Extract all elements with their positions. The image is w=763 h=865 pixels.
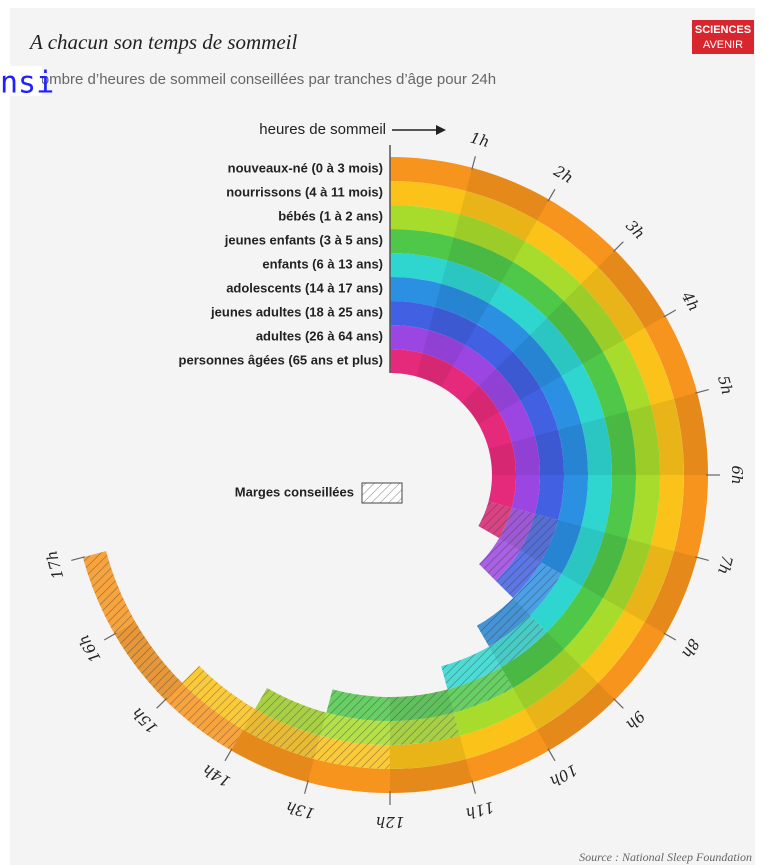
hour-shade <box>459 191 537 242</box>
hour-shade <box>582 532 628 598</box>
hour-shade <box>428 306 477 346</box>
plot: nouveaux-né (0 à 3 mois) nourrissons (4 à… <box>42 129 746 831</box>
tick-mark <box>471 780 476 794</box>
margin-hatch <box>441 615 547 690</box>
hour-shade <box>627 405 660 475</box>
hour-shade <box>441 260 501 304</box>
hour-shade <box>511 436 540 475</box>
hour-shade <box>597 250 666 328</box>
margin-hatch <box>182 665 390 769</box>
tick-mark <box>695 389 709 394</box>
margin-hatch <box>326 667 513 721</box>
hour-shade <box>422 330 465 366</box>
hour-shade <box>513 334 562 388</box>
margin-hatch <box>82 551 243 751</box>
logo-line: SCIENCES <box>695 24 751 36</box>
tick-mark <box>695 556 709 561</box>
tick-mark <box>613 241 624 252</box>
hour-shade <box>453 214 525 262</box>
hour-shade <box>447 237 513 283</box>
hour-shade <box>537 682 615 751</box>
overlay-bg <box>0 66 42 96</box>
margin-hatch <box>479 507 535 582</box>
hour-shade <box>513 648 581 709</box>
bar <box>390 229 636 689</box>
hour-shade <box>546 301 604 364</box>
category-label: jeunes adultes (18 à 25 ans) <box>210 304 383 319</box>
hour-shade <box>580 267 645 340</box>
axis-arrow-head <box>436 125 446 135</box>
bar <box>390 325 540 514</box>
hour-shade <box>416 353 453 387</box>
hour-shade <box>435 283 489 325</box>
category-label: enfants (6 à 13 ans) <box>262 256 383 271</box>
tick-label: 12h <box>376 813 405 831</box>
category-label: jeunes enfants (3 à 5 ans) <box>224 232 383 247</box>
hour-shade <box>603 538 651 610</box>
hour-shade <box>604 411 636 475</box>
hour-shade <box>561 526 605 586</box>
category-label: bébés (1 à 2 ans) <box>278 208 383 223</box>
hour-shade <box>581 417 612 475</box>
tick-label: 5h <box>714 374 736 397</box>
axis-label: heures de sommeil <box>259 121 386 138</box>
hour-shade <box>558 423 588 475</box>
hour-shade <box>673 392 708 475</box>
hour-shade <box>390 758 473 793</box>
margin-hatch <box>478 501 512 538</box>
category-label: adolescents (14 à 17 ans) <box>226 280 383 295</box>
margin-hatch <box>496 513 559 599</box>
bar <box>390 301 564 521</box>
hour-shade <box>390 735 467 769</box>
hour-shade <box>644 551 698 634</box>
hour-shade <box>563 284 624 352</box>
margin-hatch <box>255 688 460 745</box>
hour-shade <box>650 398 684 475</box>
margin-hatch <box>477 562 562 647</box>
hour-shade <box>623 544 674 622</box>
bar <box>390 277 588 574</box>
hour-shade <box>496 351 541 400</box>
logo-box <box>692 20 754 54</box>
category-label: personnes âgées (65 ans et plus) <box>179 352 383 367</box>
hour-shade <box>466 167 549 221</box>
legend-label: Marges conseillées <box>235 484 354 499</box>
hour-shade <box>479 368 520 412</box>
title: A chacun son temps de sommeil <box>28 30 297 54</box>
tick-mark <box>663 632 677 641</box>
tick-mark <box>663 309 677 318</box>
tick-mark <box>547 188 556 202</box>
tick-mark <box>156 698 167 709</box>
category-label: nourrissons (4 à 11 mois) <box>226 184 383 199</box>
bar <box>390 349 516 508</box>
hour-shade <box>540 520 582 574</box>
legend-swatch-hatch <box>362 483 402 503</box>
tick-mark <box>304 780 309 794</box>
logo-line: AVENIR <box>703 39 743 51</box>
hour-shade <box>501 631 564 689</box>
tick-mark <box>103 632 117 641</box>
tick-mark <box>471 156 476 170</box>
tick-mark <box>224 748 233 762</box>
hour-shade <box>488 442 516 475</box>
category-label: adultes (26 à 64 ans) <box>256 328 383 343</box>
tick-mark <box>613 698 624 709</box>
hour-shade <box>231 729 314 783</box>
tick-mark <box>547 748 556 762</box>
tick-label: 6h <box>728 465 746 484</box>
hour-shade <box>534 429 564 475</box>
hour-shade <box>525 665 598 730</box>
source: Source : National Sleep Foundation <box>579 850 752 864</box>
bar <box>390 253 613 632</box>
tick-mark <box>71 556 85 561</box>
overlay-text: nsi <box>0 66 54 101</box>
hour-shade <box>530 318 583 376</box>
hour-shade <box>462 385 500 424</box>
tick-label: 1h <box>468 129 491 151</box>
subtitle: Nombre d’heures de sommeil conseillées p… <box>30 71 496 88</box>
tick-label: 7h <box>714 553 736 576</box>
category-label: nouveaux-né (0 à 3 mois) <box>228 160 383 175</box>
